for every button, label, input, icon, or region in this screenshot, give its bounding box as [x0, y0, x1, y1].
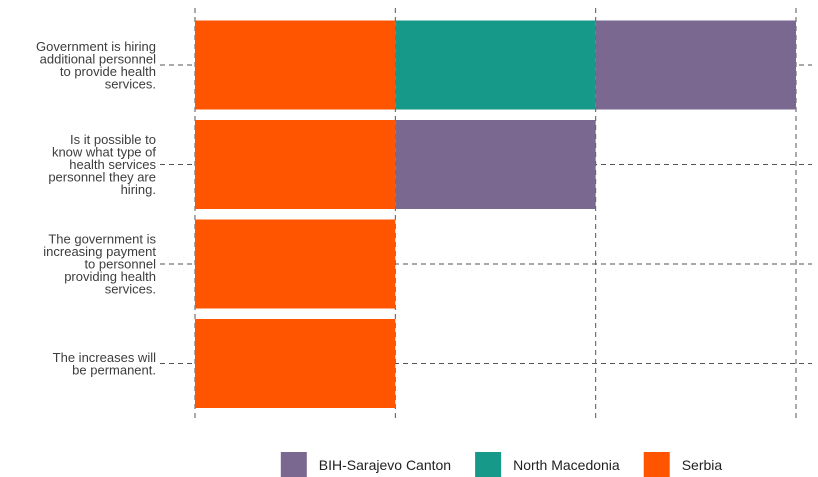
category-label-line: Is it possible to [70, 132, 156, 147]
category-label-line: health services [69, 157, 156, 172]
category-label-line: hiring. [121, 182, 156, 197]
category-label-line: The increases will [53, 350, 156, 365]
category-label-line: be permanent. [72, 362, 156, 377]
bars-layer [195, 20, 796, 408]
category-label-line: increasing payment [43, 244, 156, 259]
bar-serbia [195, 219, 396, 309]
bar-serbia [195, 319, 396, 408]
category-label-line: to provide health [60, 64, 156, 79]
category-label: Is it possible to know what type of health… [48, 132, 156, 197]
legend: BIH-Sarajevo Canton North Macedonia Serbia [280, 452, 723, 477]
legend-swatch-serbia [643, 452, 670, 477]
category-label-line: services. [105, 76, 156, 91]
category-labels: Government is hiring additional personnel… [36, 39, 156, 378]
legend-swatch-bih-sarajevo-canton [280, 452, 307, 477]
bar-north-macedonia [395, 20, 596, 110]
category-label: Government is hiring additional personnel… [36, 39, 156, 92]
category-label-line: personnel they are [48, 170, 156, 185]
bar-serbia [195, 20, 396, 110]
bar-bih-sarajevo-canton [595, 20, 796, 110]
legend-label-north-macedonia: North Macedonia [513, 457, 620, 473]
category-label: The government is increasing payment to pe… [43, 232, 156, 297]
category-label-line: additional personnel [40, 51, 156, 66]
legend-swatch-north-macedonia [475, 452, 502, 477]
category-label: The increases will be permanent. [53, 350, 156, 378]
category-label-line: Government is hiring [36, 39, 156, 54]
bar-bih-sarajevo-canton [395, 120, 596, 209]
legend-label-serbia: Serbia [682, 457, 723, 473]
category-label-line: The government is [48, 232, 156, 247]
legend-label-bih-sarajevo-canton: BIH-Sarajevo Canton [319, 457, 451, 473]
category-label-line: providing health [64, 269, 156, 284]
category-label-line: know what type of [52, 145, 156, 160]
category-label-line: to personnel [84, 257, 156, 272]
category-label-line: services. [105, 282, 156, 297]
bar-serbia [195, 120, 396, 209]
